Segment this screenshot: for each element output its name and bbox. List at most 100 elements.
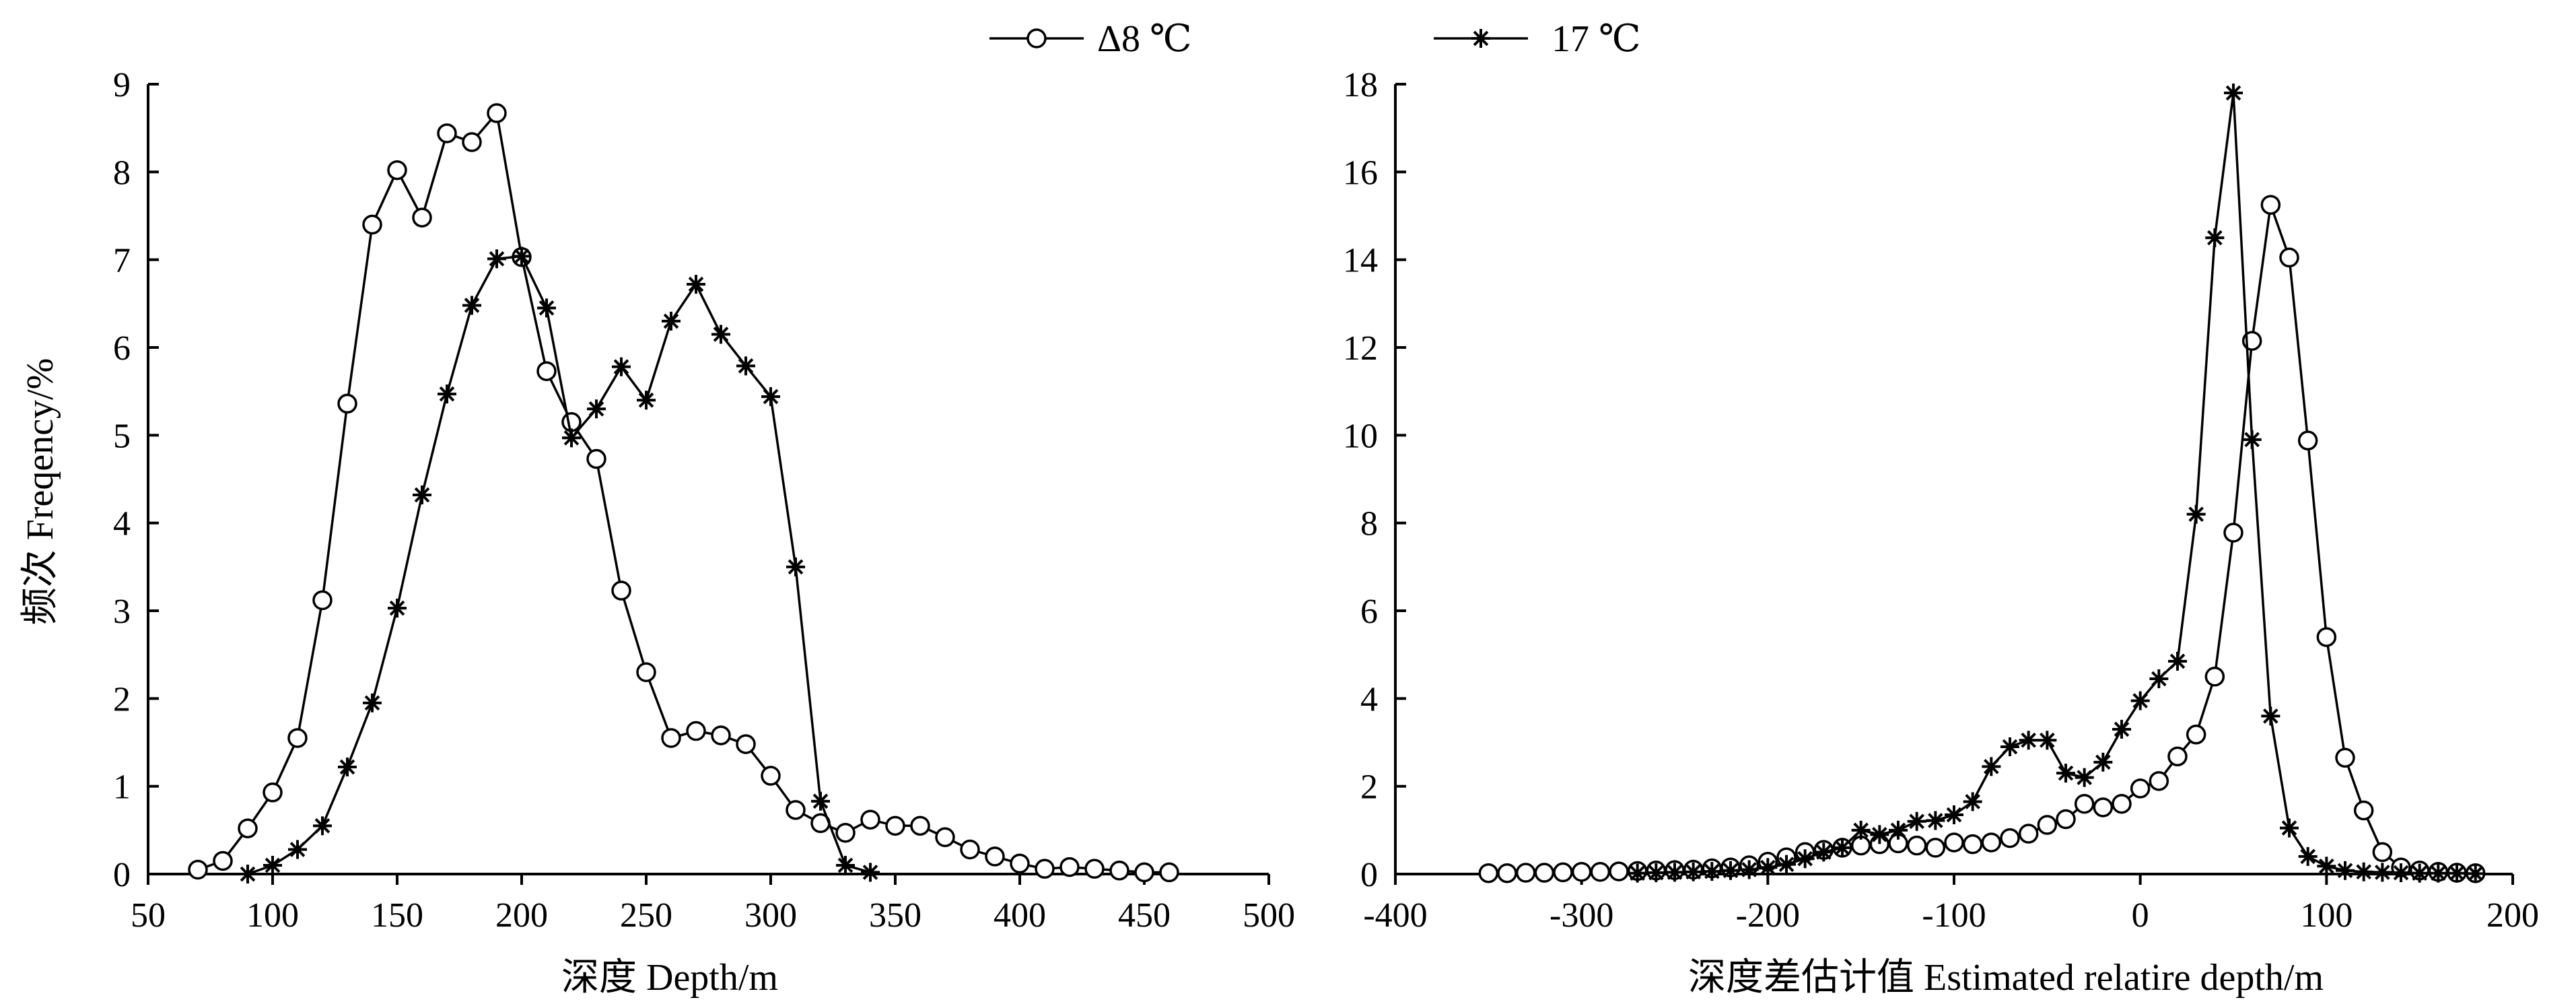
y-tick-label: 18 [1343, 66, 1378, 104]
x-tick-label: 300 [744, 896, 797, 935]
data-point-star [2075, 768, 2094, 787]
chart-left-xlabel: 深度 Depth/m [561, 957, 778, 999]
y-tick-label: 6 [113, 329, 131, 368]
data-point-star [512, 246, 531, 266]
y-tick-label: 16 [1343, 154, 1378, 192]
legend-label-star: 17 ℃ [1552, 18, 1641, 60]
x-tick-label: 50 [131, 896, 166, 935]
data-point-circle [1478, 863, 1499, 883]
data-point-circle [1553, 862, 1573, 883]
chart-right: -400 -300 -200 -100 0 100 200 0 2 4 6 8 10 12 14 16 18 深… [1343, 66, 2539, 999]
data-point-circle [2260, 195, 2281, 215]
chart-right-axes: -400 -300 -200 -100 0 100 200 0 2 4 6 8 10 12 14 16 18 [1343, 66, 2539, 935]
data-point-circle [1084, 859, 1105, 879]
y-tick-label: 3 [113, 593, 131, 631]
data-point-circle [188, 859, 208, 880]
data-point-circle [736, 734, 756, 754]
y-tick-label: 14 [1343, 242, 1378, 280]
data-point-star [2242, 430, 2262, 449]
data-point-star [2336, 861, 2355, 880]
data-point-star [1926, 811, 1945, 830]
y-tick-label: 4 [1360, 680, 1378, 719]
circle-icon [1026, 28, 1047, 48]
legend-entry-star: 17 ℃ [1434, 18, 1641, 60]
series-circle [188, 103, 1179, 883]
data-point-star [1870, 825, 1889, 844]
data-point-star [2186, 504, 2206, 524]
series-line [197, 110, 1169, 874]
x-tick-label: -300 [1550, 896, 1613, 935]
series-star [238, 246, 880, 883]
data-point-star [1982, 757, 2001, 776]
data-point-star [1683, 862, 1703, 881]
data-point-star [711, 325, 730, 344]
data-point-circle [910, 815, 930, 836]
data-point-circle [2093, 797, 2114, 817]
data-point-star [1907, 811, 1926, 831]
y-tick-label: 2 [1360, 768, 1378, 807]
y-tick-label: 5 [113, 417, 131, 455]
y-tick-label: 7 [113, 242, 131, 280]
data-point-star [2447, 863, 2466, 883]
legend: Δ8 ℃ 17 ℃ [989, 18, 1641, 60]
data-point-circle [1906, 835, 1927, 856]
data-point-star [2093, 752, 2113, 772]
data-point-circle [287, 728, 308, 748]
data-point-circle [885, 815, 905, 836]
x-tick-label: 100 [2300, 896, 2353, 935]
data-point-circle [1962, 834, 1983, 855]
series-star [1628, 84, 2485, 883]
chart-right-series [1478, 84, 2486, 883]
data-point-star [2000, 737, 2019, 757]
data-point-circle [561, 412, 582, 432]
data-point-star [587, 399, 606, 419]
data-point-star [2038, 731, 2057, 750]
data-point-circle [661, 728, 681, 748]
data-point-star [2373, 863, 2392, 882]
data-point-circle [686, 721, 706, 741]
data-point-star [1963, 792, 1982, 811]
data-point-star [2056, 764, 2075, 783]
x-tick-label: -400 [1363, 896, 1427, 935]
data-point-star [1665, 863, 1684, 882]
data-point-circle [213, 850, 233, 871]
data-point-star [612, 357, 631, 376]
data-point-circle [1944, 832, 1964, 853]
data-point-circle [238, 818, 258, 838]
data-point-circle [1134, 862, 1154, 883]
data-point-circle [2074, 793, 2095, 814]
data-point-star [2317, 857, 2336, 876]
data-point-star [2429, 863, 2448, 883]
data-point-circle [2000, 828, 2020, 848]
data-point-star [786, 557, 805, 576]
data-point-star [1739, 860, 1759, 879]
chart-left-series [188, 103, 1179, 883]
data-point-star [263, 855, 282, 875]
data-point-circle [2353, 800, 2374, 821]
data-point-circle [1925, 838, 1946, 858]
x-tick-label: 0 [2132, 896, 2149, 935]
data-point-circle [412, 207, 432, 228]
y-tick-label: 1 [113, 768, 131, 807]
data-point-star [1945, 805, 1963, 825]
y-tick-label: 8 [1360, 505, 1378, 543]
data-point-star [2205, 228, 2225, 248]
data-point-star [637, 391, 656, 410]
data-point-circle [1981, 832, 2002, 853]
data-point-circle [337, 393, 357, 414]
data-point-circle [312, 590, 333, 611]
data-point-circle [1571, 861, 1592, 882]
data-point-star [338, 757, 357, 776]
y-tick-label: 10 [1343, 417, 1378, 455]
data-point-star [861, 863, 880, 882]
series-circle [1478, 195, 2486, 883]
y-tick-label: 4 [113, 505, 131, 543]
data-point-star [2130, 691, 2150, 710]
data-point-star [1814, 842, 1834, 862]
y-tick-label: 6 [1360, 593, 1378, 631]
data-point-circle [1059, 857, 1080, 877]
data-point-circle [2335, 747, 2355, 768]
data-point-circle [1497, 863, 1517, 883]
data-point-star [1889, 820, 1908, 840]
data-point-circle [462, 132, 482, 152]
